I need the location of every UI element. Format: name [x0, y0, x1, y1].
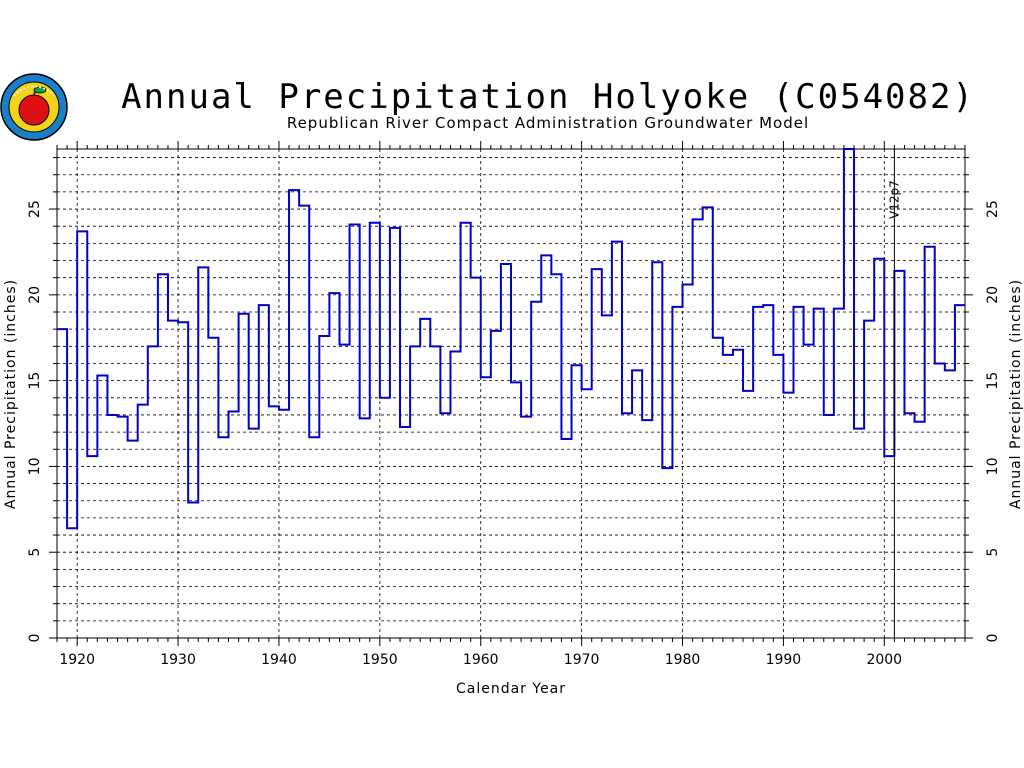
chart-subtitle: Republican River Compact Administration … — [287, 114, 809, 132]
y-axis-label-right: Annual Precipitation (inches) — [1008, 279, 1024, 509]
y-tick-label-left: 25 — [27, 200, 43, 218]
x-axis-label: Calendar Year — [456, 681, 566, 697]
y-tick-labels-right: 0 5 10 15 20 25 — [985, 200, 1001, 642]
precipitation-series — [57, 148, 965, 530]
y-tick-label-left: 0 — [27, 634, 43, 643]
x-tick-label: 1970 — [564, 652, 600, 668]
x-tick-label: 1990 — [766, 652, 802, 668]
chart-title: Annual Precipitation Holyoke (C054082) — [121, 77, 975, 117]
grid-lines — [57, 149, 965, 638]
y-tick-label-right: 25 — [985, 200, 1001, 218]
x-tick-label: 1960 — [463, 652, 499, 668]
y-tick-label-left: 20 — [27, 286, 43, 304]
axis-ticks — [49, 141, 973, 646]
y-tick-label-right: 5 — [985, 548, 1001, 557]
annotation-label: V12p7 — [887, 180, 901, 219]
x-tick-label: 1980 — [665, 652, 701, 668]
y-tick-label-left: 10 — [27, 458, 43, 476]
x-tick-label: 2000 — [866, 652, 902, 668]
y-tick-labels-left: 0 5 10 15 20 25 — [27, 200, 43, 642]
y-tick-label-right: 20 — [985, 286, 1001, 304]
x-tick-labels: 1920 1930 1940 1950 1960 1970 1980 1990 2000 — [59, 652, 902, 668]
y-tick-label-right: 10 — [985, 458, 1001, 476]
x-tick-label: 1940 — [261, 652, 297, 668]
y-tick-label-left: 15 — [27, 372, 43, 390]
x-tick-label: 1930 — [160, 652, 196, 668]
rrca-logo — [0, 73, 68, 141]
x-tick-label: 1950 — [362, 652, 398, 668]
y-tick-label-right: 0 — [985, 634, 1001, 643]
y-tick-label-right: 15 — [985, 372, 1001, 390]
y-axis-label-left: Annual Precipitation (inches) — [3, 279, 19, 509]
y-tick-label-left: 5 — [27, 548, 43, 557]
x-tick-label: 1920 — [59, 652, 95, 668]
plot-frame — [56, 148, 966, 639]
precipitation-step-line — [57, 148, 965, 530]
